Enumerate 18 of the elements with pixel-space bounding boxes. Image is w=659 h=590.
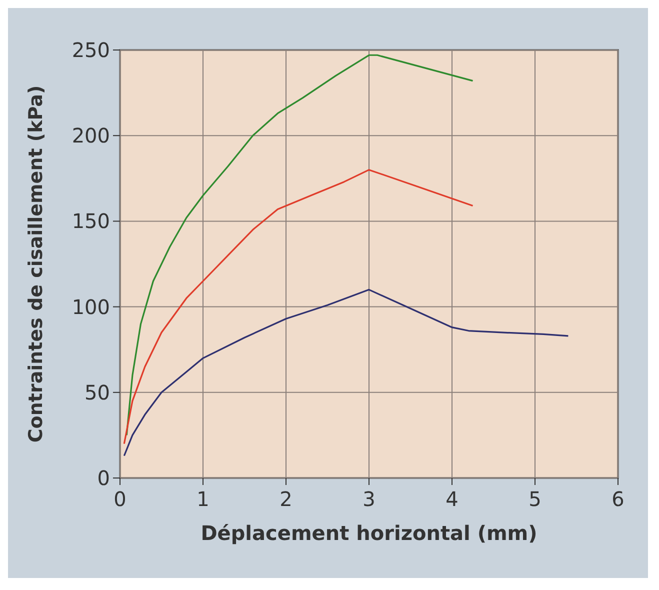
line-series <box>123 169 474 445</box>
x-tick-label: 2 <box>280 487 292 511</box>
y-tick-label: 100 <box>72 294 110 319</box>
y-axis-title: Contraintes de cisaillement (kPa) <box>25 85 47 443</box>
x-tick-label: 5 <box>528 487 542 511</box>
x-tick-label: 3 <box>362 487 376 511</box>
x-tick-label: 0 <box>114 487 126 511</box>
x-axis-title: Déplacement horizontal (mm) <box>200 521 538 545</box>
y-tick-label: 200 <box>72 124 110 148</box>
y-tick-label: 250 <box>72 38 110 62</box>
x-tick-label: 1 <box>196 487 210 511</box>
y-tick-label: 0 <box>97 466 110 490</box>
y-tick-label: 50 <box>84 380 110 404</box>
x-tick-label: 4 <box>446 487 458 511</box>
x-tick-label: 6 <box>612 487 624 511</box>
y-tick-label: 150 <box>72 209 110 234</box>
line-series <box>123 288 569 457</box>
line-series <box>126 54 474 436</box>
